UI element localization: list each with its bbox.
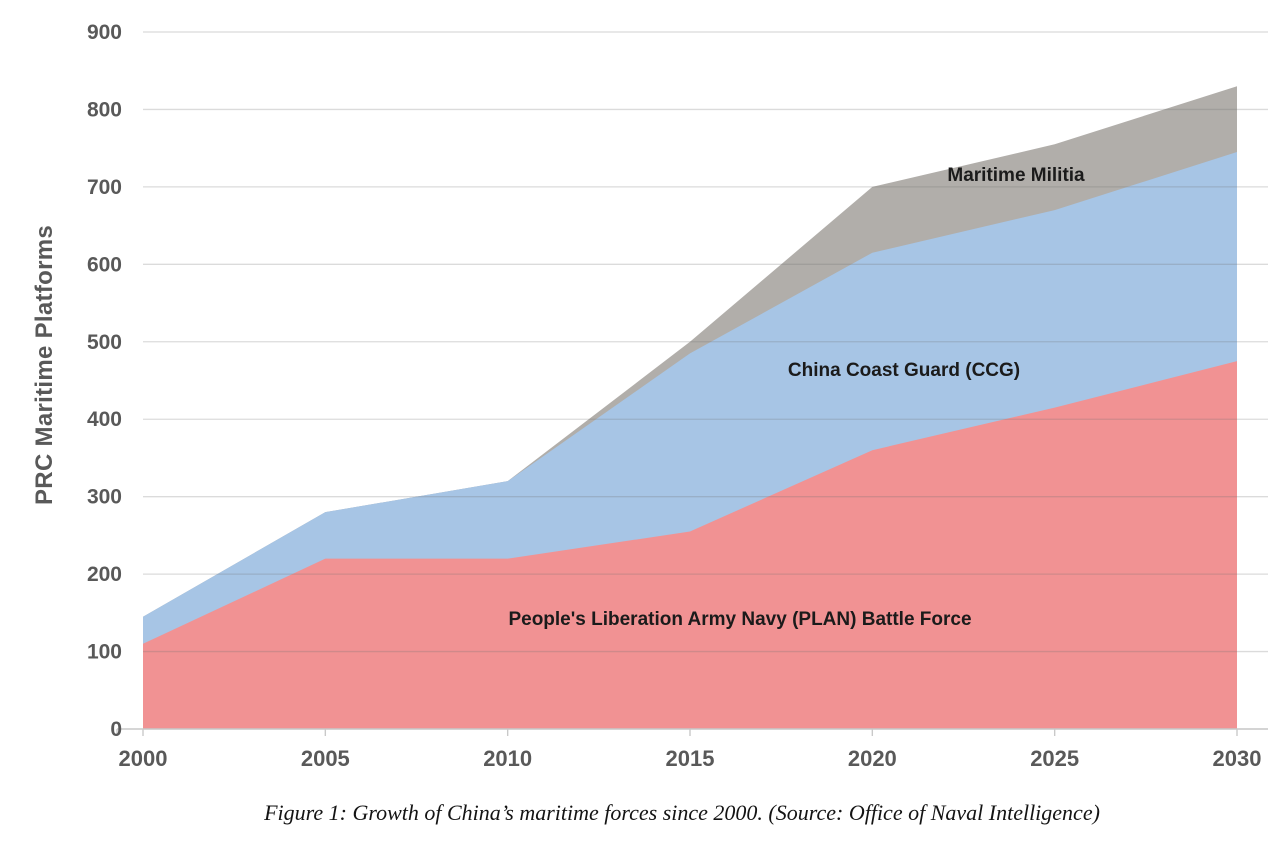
y-tick-label-200: 200 [87, 563, 122, 586]
area-label-maritime-militia: Maritime Militia [947, 165, 1085, 186]
y-tick-label-900: 900 [87, 21, 122, 44]
x-tick-label-2030: 2030 [1213, 746, 1262, 771]
y-tick-label-600: 600 [87, 253, 122, 276]
x-tick-label-2020: 2020 [848, 746, 897, 771]
y-tick-label-800: 800 [87, 98, 122, 121]
area-label-china-coast-guard: China Coast Guard (CCG) [787, 360, 1021, 381]
maritime-forces-chart: 0 100 200 300 400 500 600 700 800 900 2000 2005 2010… [31, 21, 1268, 771]
x-tick-label-2025: 2025 [1030, 746, 1079, 771]
figure-caption: Figure 1: Growth of China’s maritime for… [264, 800, 1100, 825]
y-tick-label-500: 500 [87, 331, 122, 354]
x-tick-label-2010: 2010 [483, 746, 532, 771]
y-axis-title: PRC Maritime Platforms [31, 225, 58, 505]
area-label-plan-battle-force: People's Liberation Army Navy (PLAN) Bat… [508, 609, 972, 630]
x-tick-label-2015: 2015 [666, 746, 715, 771]
stacked-area-plot: 0 100 200 300 400 500 600 700 800 900 2000 2005 2010… [87, 21, 1268, 771]
y-tick-label-300: 300 [87, 486, 122, 509]
x-tick-label-2000: 2000 [119, 746, 168, 771]
y-tick-label-100: 100 [87, 641, 122, 664]
area-plan [143, 361, 1237, 729]
y-tick-label-700: 700 [87, 176, 122, 199]
y-tick-label-0: 0 [110, 718, 122, 741]
x-tick-label-2005: 2005 [301, 746, 350, 771]
y-tick-label-400: 400 [87, 408, 122, 431]
